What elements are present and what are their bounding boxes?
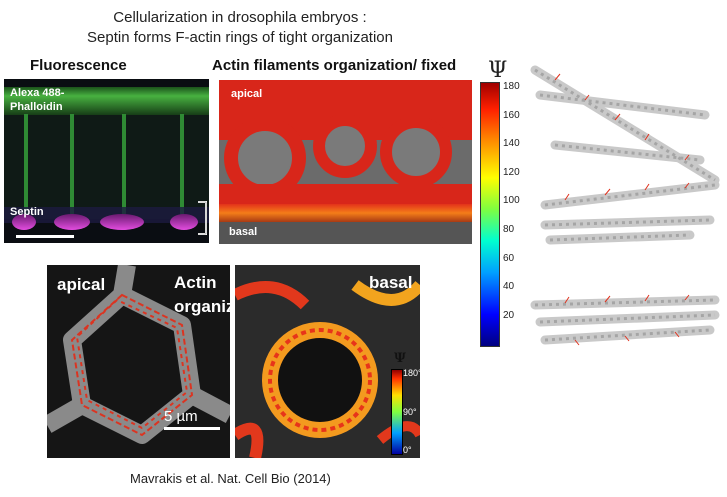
citation: Mavrakis et al. Nat. Cell Bio (2014) <box>130 471 331 486</box>
colorbar-tick-label: 100 <box>503 195 520 207</box>
fluorescence-header: Fluorescence <box>30 57 127 74</box>
actin-organization-header: Actin filaments organization/ fixed <box>212 57 457 74</box>
alexa-label-line1: Alexa 488- <box>10 87 65 99</box>
scale-label: 5 µm <box>164 408 198 425</box>
scale-bar-5um <box>164 427 220 430</box>
filament-renderings <box>530 65 720 346</box>
basal-label: basal <box>229 226 258 238</box>
figure-title-line2: Septin forms F-actin rings of tight orga… <box>87 29 393 46</box>
septin-label: Septin <box>10 206 44 218</box>
alexa-label-line2: Phalloidin <box>10 101 63 113</box>
colorbar-tick-label: 120 <box>503 166 520 178</box>
small-colorbar-tick-0: 0° <box>403 445 412 455</box>
psi-colorbar <box>480 82 500 347</box>
psi-symbol: Ψ <box>488 58 508 83</box>
actin-label: Actin <box>174 273 217 292</box>
organization-label: organization <box>174 297 230 316</box>
small-colorbar-tick-180: 180° <box>403 368 420 378</box>
basal-label-large: basal <box>369 273 413 292</box>
actin-filaments-image: apical basal <box>219 80 472 244</box>
small-psi-colorbar <box>391 369 403 455</box>
small-colorbar-tick-90: 90° <box>403 407 417 417</box>
small-psi-symbol: Ψ <box>394 351 406 366</box>
colorbar-tick-label: 20 <box>503 309 515 321</box>
apical-label: apical <box>231 88 263 100</box>
actin-organization-apical-image: apical Actin organization 5 µm <box>47 265 230 458</box>
colorbar-tick-label: 180 <box>503 81 520 92</box>
colorbar-tick-label: 40 <box>503 281 515 293</box>
figure-title-line1: Cellularization in drosophila embryos : <box>113 9 367 26</box>
colorbar-tick-label: 80 <box>503 224 515 235</box>
colorbar-tick-label: 140 <box>503 138 520 150</box>
actin-organization-basal-image: basal Ψ 180° 90° 0° <box>235 265 420 458</box>
colorbar-tick-label: 60 <box>503 252 515 264</box>
apical-label-large: apical <box>57 275 106 294</box>
fluorescence-image: Alexa 488- Phalloidin Septin <box>4 79 209 243</box>
scale-bar <box>16 235 74 238</box>
colorbar-tick-label: 160 <box>503 109 520 121</box>
septin-bracket <box>198 201 207 235</box>
